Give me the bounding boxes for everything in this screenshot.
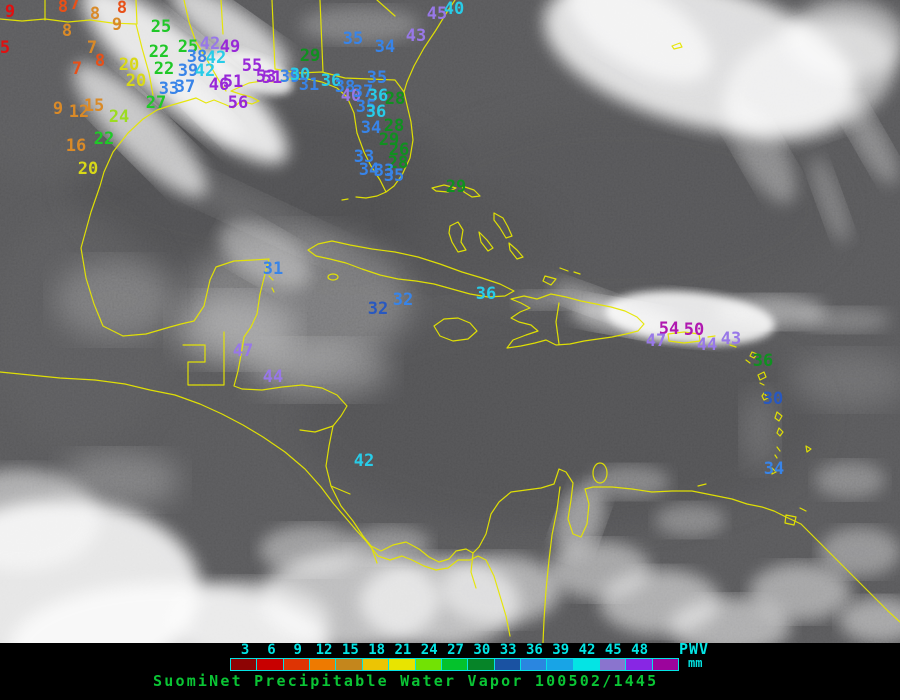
jamaica-outline [433,317,478,342]
puerto-rico-outline [667,331,701,344]
colorbar-segment [361,659,389,670]
colorbar-segment [388,659,415,670]
hispaniola-outline [506,293,645,349]
colorbar-segment [467,659,494,670]
colorbar-segment [493,659,520,670]
colorbar-tick: 30 [473,642,491,658]
colorbar-tick: 36 [525,642,543,658]
colorbar-segment [282,659,310,670]
colorbar-ticks: 3 6 9 12 15 18 21 24 27 30 33 36 39 42 45 48 [232,643,653,657]
colorbar-tick: 33 [499,642,517,658]
page-title: SuomiNet Precipitable Water Vapor 100502… [153,672,659,690]
colorbar-tick: 21 [394,642,412,658]
colorbar-segment [651,659,679,670]
colorbar-segment [519,659,547,670]
colorbar-tick: 24 [420,642,438,658]
cuba-outline [307,240,515,298]
colorbar-tick: 42 [578,642,596,658]
colorbar-segment [414,659,441,670]
pwv-label: PWV [679,640,710,658]
colorbar-tick: 6 [267,642,276,658]
grain-overlay [0,0,900,643]
colorbar-segment [599,659,626,670]
satellite-image [0,0,900,643]
colorbar-segment [309,659,336,670]
unit-label: mm [688,656,703,670]
satellite-svg [0,0,900,643]
colorbar-tick: 45 [604,642,622,658]
colorbar-segment [256,659,283,670]
colorbar-segment [546,659,573,670]
colorbar-tick: 3 [240,642,250,658]
colorbar-segment [335,659,362,670]
coastline-main [80,0,900,623]
colorbar-tick: 18 [368,642,386,658]
colorbar-segment [625,659,652,670]
colorbar-segment [440,659,468,670]
colorbar-tick: 9 [293,642,302,658]
colorbar-segment [572,659,600,670]
colorbar-tick: 12 [315,642,333,658]
map-outlines [0,0,900,643]
colorbar-segment [231,659,257,670]
colorbar [230,658,679,671]
colorbar-tick: 48 [631,642,649,658]
colorbar-tick: 27 [447,642,464,658]
colorbar-tick: 39 [552,642,570,658]
colorbar-tick: 15 [341,642,359,658]
